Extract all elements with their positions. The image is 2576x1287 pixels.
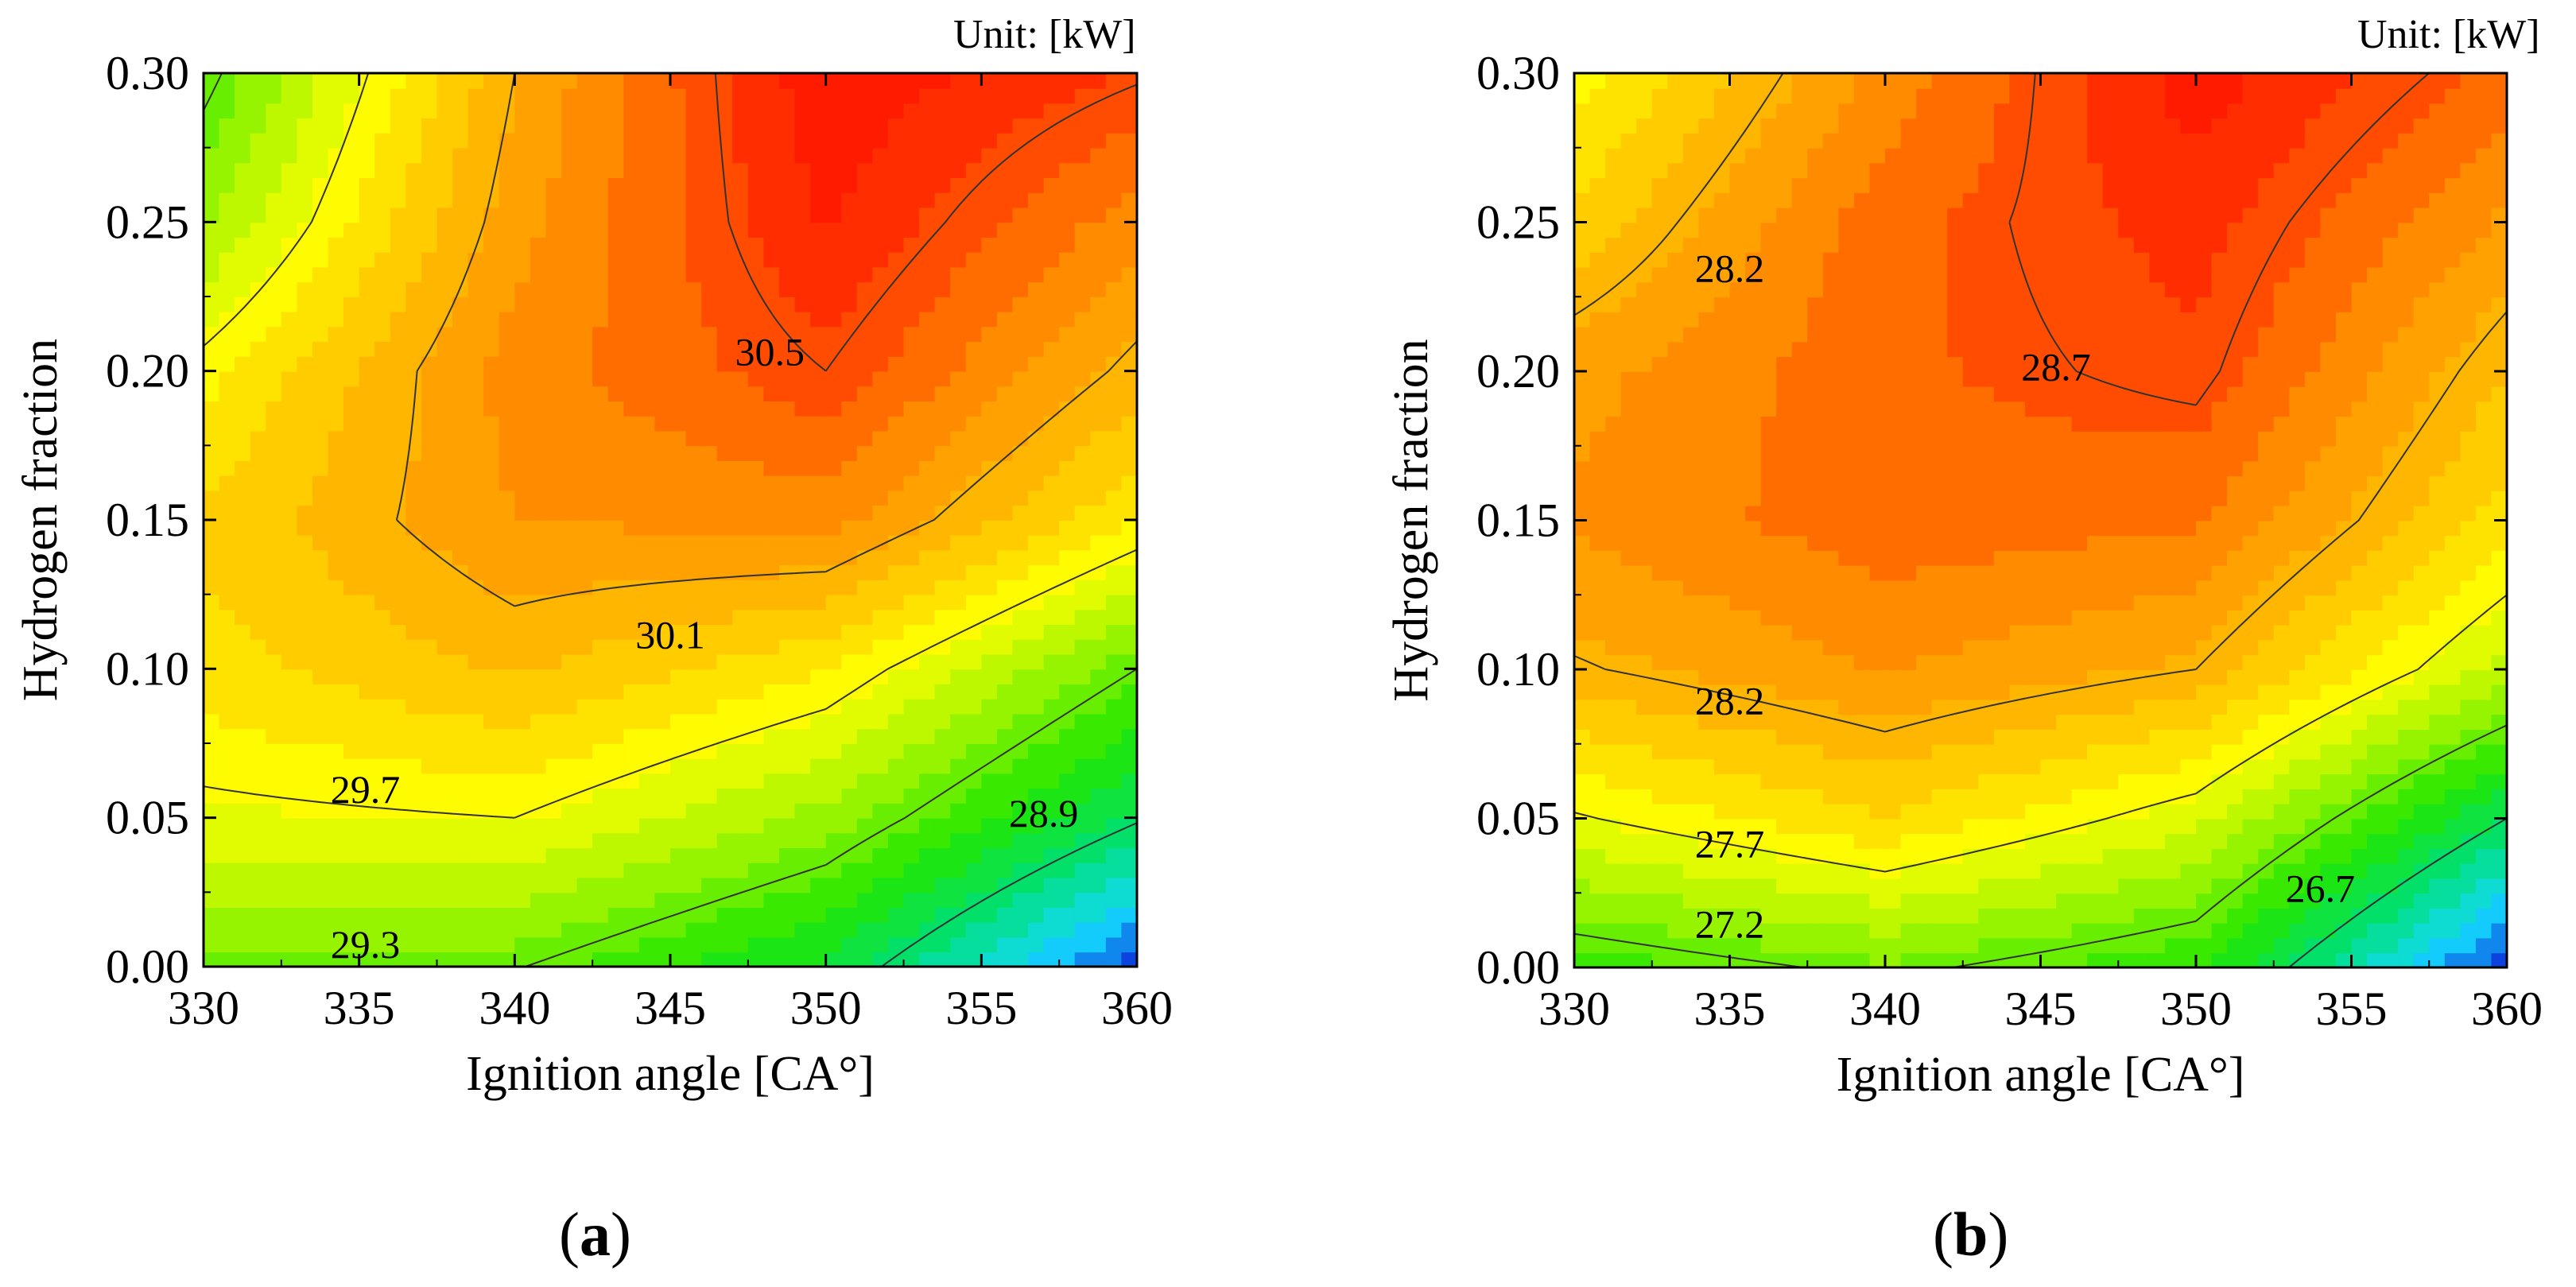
y-axis-title: Hydrogen fraction xyxy=(1384,339,1438,701)
x-tick-label: 360 xyxy=(1101,982,1173,1034)
contour-label: 29.3 xyxy=(331,922,401,967)
y-tick-label: 0.25 xyxy=(106,196,189,248)
contour-label: 30.1 xyxy=(635,612,705,657)
contour-plot: 28.2 28.7 28.2 27.7 27.2 26.7 330 335 340 345 350 3… xyxy=(1384,47,2543,1102)
contour-lines xyxy=(1573,72,2508,968)
y-tick-label: 0.05 xyxy=(1476,793,1560,845)
x-tick-label: 350 xyxy=(2160,983,2232,1035)
contour-plot: 30.5 30.1 29.7 29.3 28.9 330 335 340 345 350 355 36… xyxy=(14,47,1173,1101)
unit-label: Unit: [kW] xyxy=(2357,12,2540,57)
y-tick-label: 0.05 xyxy=(106,792,189,844)
contour-line xyxy=(203,72,1138,819)
x-tick-label: 330 xyxy=(1538,983,1610,1035)
y-tick-label: 0.10 xyxy=(1476,643,1560,696)
panel-letter: b xyxy=(1953,1200,1988,1269)
contour-line xyxy=(1573,72,2508,733)
unit-label: Unit: [kW] xyxy=(953,12,1136,57)
y-axis-title: Hydrogen fraction xyxy=(14,339,68,701)
contour-label: 30.5 xyxy=(735,329,805,374)
contour-fill xyxy=(1574,73,2508,968)
y-tick-label: 0.30 xyxy=(106,47,189,99)
contour-label: 28.2 xyxy=(1695,678,1765,723)
y-tick-label: 0.15 xyxy=(1476,494,1560,547)
panel-caption: (b) xyxy=(1933,1200,2009,1269)
contour-line xyxy=(1573,724,2508,968)
x-tick-label: 340 xyxy=(479,982,550,1034)
x-axis-title: Ignition angle [CA°] xyxy=(1837,1048,2245,1102)
y-tick-label: 0.00 xyxy=(1476,941,1560,994)
contour-lines xyxy=(203,72,1138,967)
chart-panel-b: Unit: [kW] 28.2 28.7 28.2 27.7 27.2 26.7 330 33… xyxy=(1288,0,2576,1287)
contour-label: 26.7 xyxy=(2286,866,2356,911)
x-tick-label: 335 xyxy=(1694,983,1766,1035)
x-tick-label: 355 xyxy=(945,982,1017,1034)
y-tick-label: 0.25 xyxy=(1476,196,1560,249)
contour-fill xyxy=(204,73,1138,967)
panel-letter: a xyxy=(579,1200,611,1269)
x-tick-label: 330 xyxy=(168,982,239,1034)
panel-caption: (a) xyxy=(559,1200,631,1269)
contour-label: 29.7 xyxy=(331,767,401,812)
x-tick-label: 355 xyxy=(2316,983,2388,1035)
y-tick-label: 0.10 xyxy=(106,642,189,695)
x-tick-label: 345 xyxy=(2005,983,2077,1035)
contour-label: 27.2 xyxy=(1695,902,1765,947)
x-tick-label: 345 xyxy=(634,982,706,1034)
y-tick-label: 0.20 xyxy=(106,345,189,397)
contour-label: 28.2 xyxy=(1695,246,1765,291)
contour-line xyxy=(714,72,1138,372)
contour-label: 27.7 xyxy=(1695,821,1765,866)
y-tick-label: 0.20 xyxy=(1476,345,1560,397)
chart-panel-a: Unit: [kW] 30.5 30.1 29.7 29.3 28.9 330 335 340… xyxy=(14,12,1173,1269)
x-tick-label: 350 xyxy=(790,982,862,1034)
x-tick-label: 360 xyxy=(2471,983,2543,1035)
contour-line xyxy=(1573,594,2508,873)
x-tick-label: 340 xyxy=(1849,983,1921,1035)
contour-line xyxy=(881,822,1138,967)
contour-label: 28.9 xyxy=(1009,791,1079,835)
x-axis-title: Ignition angle [CA°] xyxy=(466,1047,875,1101)
x-tick-label: 335 xyxy=(324,982,395,1034)
contour-label: 28.7 xyxy=(2021,344,2091,389)
y-tick-label: 0.15 xyxy=(106,494,189,546)
y-tick-label: 0.00 xyxy=(106,940,189,993)
y-tick-label: 0.30 xyxy=(1476,47,1560,99)
contour-line xyxy=(395,72,1138,607)
contour-line xyxy=(203,72,1138,967)
